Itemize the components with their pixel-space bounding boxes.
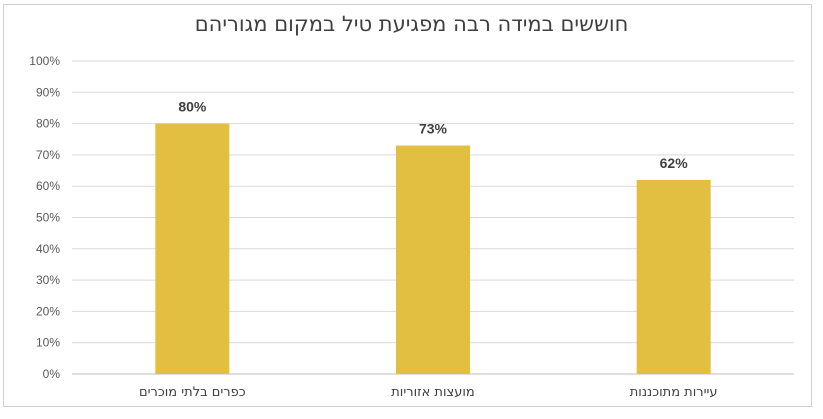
y-tick-label: 50% — [36, 211, 60, 225]
y-tick-label: 60% — [36, 179, 60, 193]
data-labels: 80% 73% 62% — [178, 99, 688, 171]
y-tick-label: 20% — [36, 304, 60, 318]
category-label: עיירות מתוכננות — [630, 385, 718, 400]
category-label: מועצות אזוריות — [391, 385, 475, 400]
category-label: כפרים בלתי מוכרים — [139, 385, 246, 400]
chart-title: חוששים במידה רבה מפגיעת טיל במקום מגוריה… — [194, 12, 629, 36]
y-axis-ticks: 0% 10% 20% 30% 40% 50% 60% 70% 80% 90% 100% — [29, 54, 60, 381]
data-label: 62% — [660, 155, 689, 171]
bar — [636, 179, 711, 374]
y-tick-label: 90% — [36, 85, 60, 99]
bar — [155, 123, 230, 374]
data-label: 73% — [419, 121, 448, 137]
y-tick-label: 100% — [29, 54, 60, 68]
y-tick-label: 10% — [36, 336, 60, 350]
data-label: 80% — [178, 99, 207, 115]
y-tick-label: 0% — [43, 367, 61, 381]
bars — [155, 123, 711, 374]
bar — [396, 145, 470, 374]
y-tick-label: 80% — [36, 117, 60, 131]
y-tick-label: 40% — [36, 242, 60, 256]
y-tick-label: 30% — [36, 273, 60, 287]
y-tick-label: 70% — [36, 148, 60, 162]
x-axis-categories: כפרים בלתי מוכרים מועצות אזוריות עיירות מת… — [139, 385, 718, 400]
